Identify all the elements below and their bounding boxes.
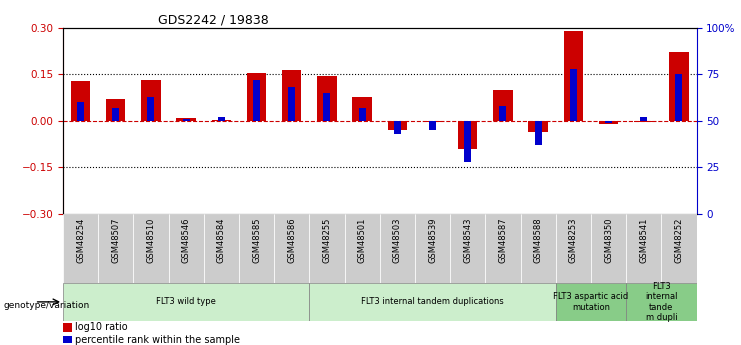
Bar <box>142 80 161 121</box>
Bar <box>63 323 73 332</box>
Bar <box>626 214 661 283</box>
Bar <box>147 97 154 121</box>
Text: GSM48585: GSM48585 <box>252 217 261 263</box>
Bar <box>212 120 231 121</box>
Bar <box>359 108 365 121</box>
Bar <box>310 214 345 283</box>
Bar <box>310 283 556 321</box>
Bar <box>450 214 485 283</box>
Bar <box>353 97 372 121</box>
Bar <box>634 121 654 122</box>
Bar <box>98 214 133 283</box>
Bar <box>317 76 336 121</box>
Text: GSM48507: GSM48507 <box>111 217 120 263</box>
Bar <box>570 69 576 121</box>
Text: genotype/variation: genotype/variation <box>4 301 90 310</box>
Bar <box>218 117 225 121</box>
Bar <box>485 214 520 283</box>
Bar <box>77 102 84 121</box>
Bar <box>204 214 239 283</box>
Bar <box>458 121 477 149</box>
Bar <box>599 121 618 124</box>
Bar <box>133 214 168 283</box>
Text: FLT3
internal
tande
m dupli: FLT3 internal tande m dupli <box>645 282 677 322</box>
Text: GSM48586: GSM48586 <box>288 217 296 263</box>
Bar <box>626 283 697 321</box>
Bar <box>464 121 471 162</box>
Text: GDS2242 / 19838: GDS2242 / 19838 <box>158 13 269 27</box>
Bar <box>176 118 196 121</box>
Text: GSM48546: GSM48546 <box>182 217 190 263</box>
Text: GSM48588: GSM48588 <box>534 217 542 263</box>
Text: GSM48253: GSM48253 <box>569 217 578 263</box>
Bar <box>323 93 330 121</box>
Bar <box>63 336 73 343</box>
Bar <box>168 214 204 283</box>
Bar <box>591 214 626 283</box>
Bar <box>274 214 309 283</box>
Text: GSM48584: GSM48584 <box>217 217 226 263</box>
Bar <box>429 121 436 130</box>
Text: GSM48501: GSM48501 <box>358 217 367 263</box>
Bar <box>499 106 506 121</box>
Text: FLT3 aspartic acid
mutation: FLT3 aspartic acid mutation <box>554 292 628 312</box>
Bar <box>423 121 442 122</box>
Text: GSM48252: GSM48252 <box>674 217 683 263</box>
Text: FLT3 internal tandem duplications: FLT3 internal tandem duplications <box>361 297 504 306</box>
Bar <box>106 99 125 121</box>
Bar <box>556 283 626 321</box>
Bar <box>534 121 542 145</box>
Bar <box>71 81 90 121</box>
Bar <box>520 214 556 283</box>
Bar <box>182 119 190 121</box>
Bar <box>253 80 260 121</box>
Bar <box>388 121 407 130</box>
Bar <box>661 214 697 283</box>
Bar <box>564 31 583 121</box>
Text: GSM48543: GSM48543 <box>463 217 472 263</box>
Text: GSM48541: GSM48541 <box>639 217 648 263</box>
Text: GSM48254: GSM48254 <box>76 217 85 263</box>
Text: GSM48539: GSM48539 <box>428 217 437 263</box>
Bar <box>675 74 682 121</box>
Bar <box>528 121 548 132</box>
Bar <box>345 214 379 283</box>
Bar <box>669 52 688 121</box>
Bar <box>247 73 266 121</box>
Bar <box>640 117 648 121</box>
Bar <box>63 214 98 283</box>
Text: GSM48510: GSM48510 <box>147 217 156 263</box>
Bar <box>605 121 612 122</box>
Bar <box>288 87 295 121</box>
Text: GSM48350: GSM48350 <box>604 217 613 263</box>
Bar <box>63 283 310 321</box>
Bar <box>113 108 119 121</box>
Bar <box>239 214 274 283</box>
Bar <box>415 214 450 283</box>
Bar <box>379 214 415 283</box>
Text: FLT3 wild type: FLT3 wild type <box>156 297 216 306</box>
Text: percentile rank within the sample: percentile rank within the sample <box>75 335 240 345</box>
Text: GSM48587: GSM48587 <box>499 217 508 263</box>
Bar <box>556 214 591 283</box>
Bar <box>282 69 302 121</box>
Text: log10 ratio: log10 ratio <box>75 322 127 332</box>
Bar <box>494 90 513 121</box>
Text: GSM48503: GSM48503 <box>393 217 402 263</box>
Bar <box>393 121 401 134</box>
Text: GSM48255: GSM48255 <box>322 217 331 263</box>
